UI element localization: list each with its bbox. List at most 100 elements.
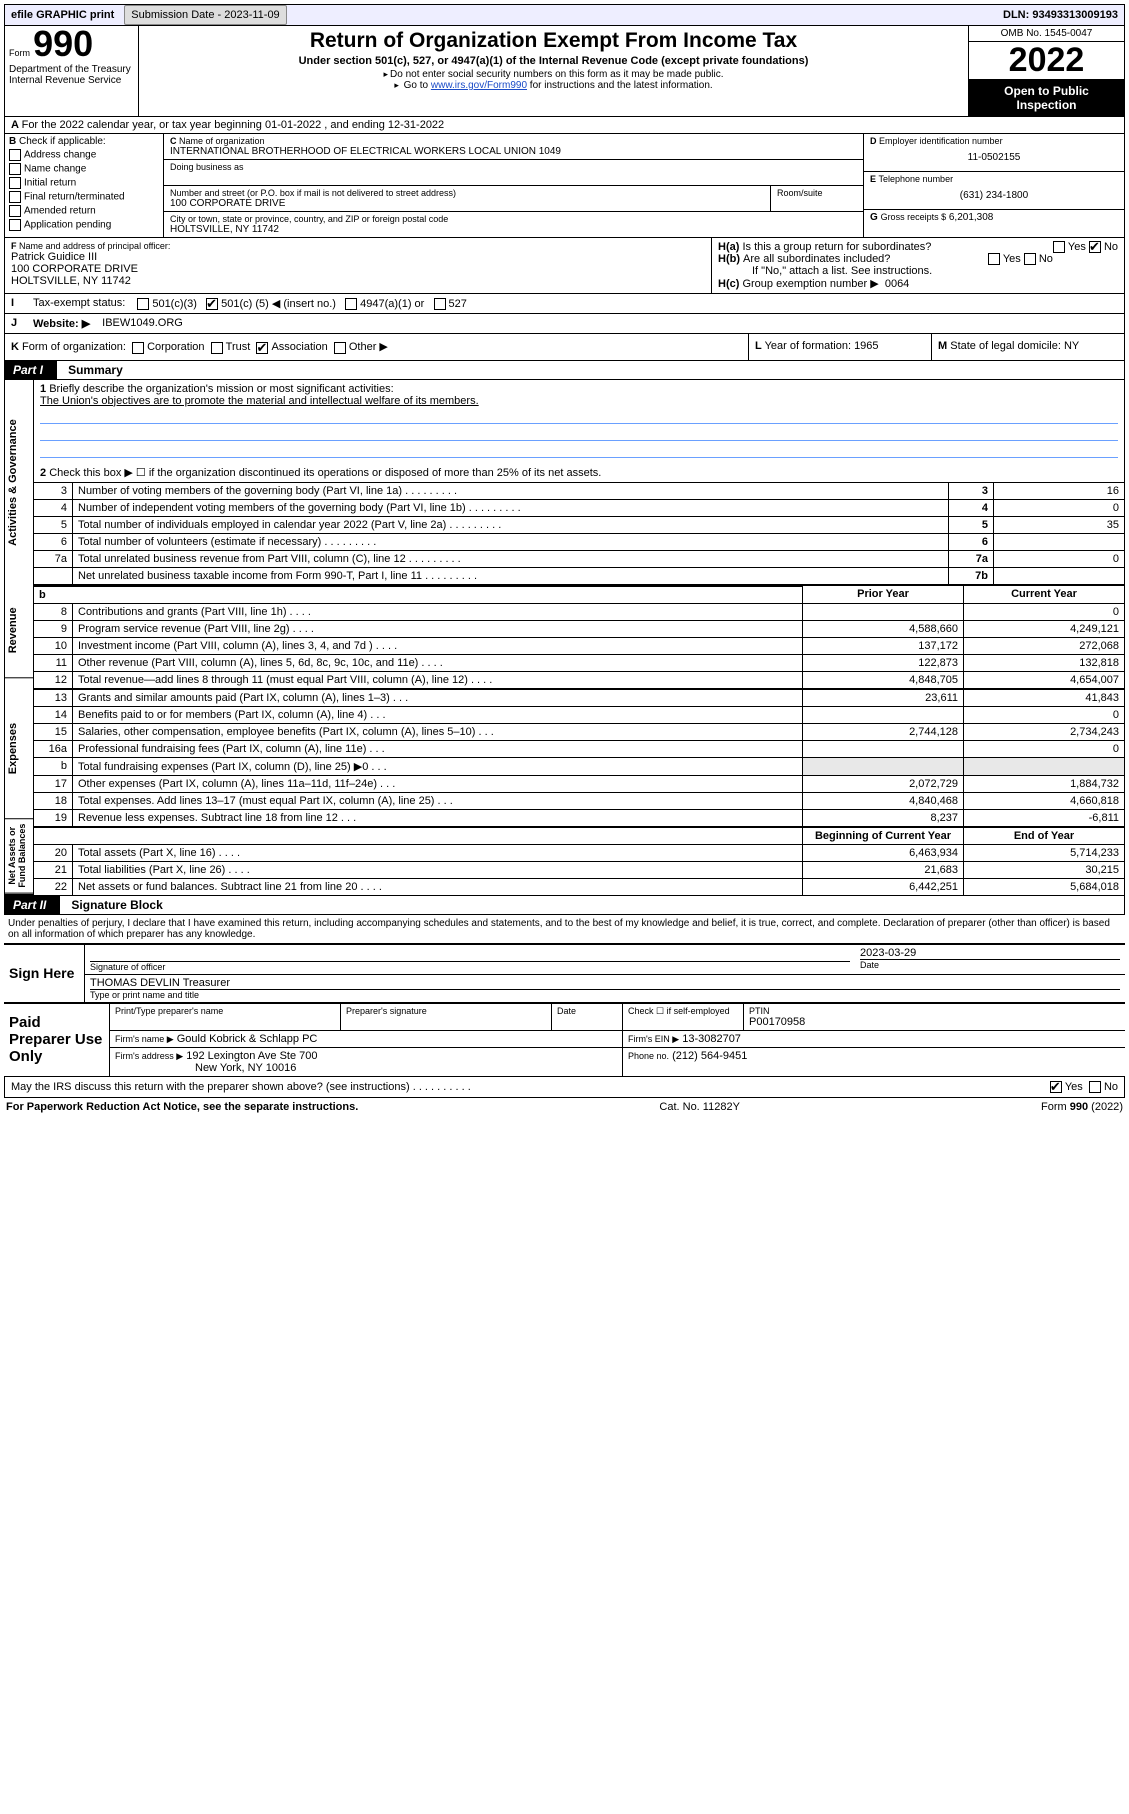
l-lbl: Year of formation: [765, 340, 851, 352]
side-expenses: Expenses [5, 679, 33, 819]
q1: Briefly describe the organization's miss… [49, 383, 393, 395]
l-val: 1965 [854, 340, 878, 352]
cb-address[interactable]: Address change [9, 149, 159, 161]
cb-final[interactable]: Final return/terminated [9, 191, 159, 203]
ein-lbl: Employer identification number [879, 136, 1003, 146]
row-j: J Website: ▶ IBEW1049.ORG [4, 314, 1125, 334]
part1-title: Summary [60, 363, 123, 377]
col-b: B Check if applicable: Address change Na… [5, 134, 164, 237]
room-lbl: Room/suite [777, 188, 857, 198]
cb-name[interactable]: Name change [9, 163, 159, 175]
footer-mid: Cat. No. 11282Y [659, 1101, 740, 1113]
form-subtitle: Under section 501(c), 527, or 4947(a)(1)… [145, 55, 962, 67]
paid-preparer-table: Paid Preparer Use Only Print/Type prepar… [4, 1003, 1125, 1077]
note-goto-post: for instructions and the latest informat… [527, 80, 713, 91]
officer-addr1: 100 CORPORATE DRIVE [11, 263, 705, 275]
sig-officer-lbl: Signature of officer [90, 962, 850, 972]
dba-lbl: Doing business as [170, 162, 857, 172]
ha-text: Is this a group return for subordinates? [742, 241, 931, 253]
officer-line: THOMAS DEVLIN Treasurer [90, 977, 1120, 989]
officer-name: Patrick Guidice III [11, 251, 705, 263]
paid-lbl: Paid Preparer Use Only [4, 1003, 110, 1076]
note-goto-pre: Go to [404, 80, 431, 91]
firm-phone: (212) 564-9451 [672, 1050, 747, 1062]
q2: Check this box ▶ ☐ if the organization d… [49, 467, 601, 479]
f-lbl: Name and address of principal officer: [19, 241, 170, 251]
sign-here-lbl: Sign Here [4, 944, 85, 1002]
revenue-table: b Prior Year Current Year8 Contributions… [34, 585, 1124, 689]
part2-bar: Part II Signature Block [4, 896, 1125, 915]
firm-name: Gould Kobrick & Schlapp PC [177, 1033, 318, 1045]
part1-hdr: Part I [5, 361, 57, 379]
form-label: Form [9, 48, 30, 58]
i-lbl: Tax-exempt status: [27, 294, 131, 313]
row-klm: K Form of organization: Corporation Trus… [4, 334, 1125, 360]
gross-lbl: Gross receipts $ [881, 212, 947, 222]
city-lbl: City or town, state or province, country… [170, 214, 857, 224]
dept-label: Department of the Treasury Internal Reve… [5, 62, 139, 116]
dln-label: DLN: 93493313009193 [997, 6, 1124, 24]
submission-date-button[interactable]: Submission Date - 2023-11-09 [124, 5, 286, 25]
side-net: Net Assets or Fund Balances [5, 819, 33, 894]
q1-ans: The Union's objectives are to promote th… [40, 395, 479, 407]
irs-link[interactable]: www.irs.gov/Form990 [431, 80, 527, 91]
col-c: C Name of organization INTERNATIONAL BRO… [164, 134, 863, 237]
hc-lbl: Group exemption number ▶ [742, 278, 878, 290]
website: IBEW1049.ORG [96, 314, 189, 333]
omb-number: OMB No. 1545-0047 [969, 26, 1124, 42]
top-bar: efile GRAPHIC print Submission Date - 20… [4, 4, 1125, 26]
c-name-lbl: Name of organization [179, 136, 265, 146]
form-header: Form 990 Department of the Treasury Inte… [4, 26, 1125, 117]
declaration: Under penalties of perjury, I declare th… [4, 915, 1125, 944]
j-lbl: Website: ▶ [27, 314, 96, 333]
date-lbl: Date [860, 960, 1120, 970]
tax-year: 2022 [969, 42, 1124, 80]
hc-val: 0064 [885, 278, 909, 290]
governance-table: 3 Number of voting members of the govern… [34, 482, 1124, 585]
form-number: 990 [33, 23, 93, 64]
expenses-table: 13 Grants and similar amounts paid (Part… [34, 689, 1124, 827]
b-label: Check if applicable: [19, 136, 106, 147]
row-i: I Tax-exempt status: 501(c)(3) 501(c) (5… [4, 294, 1125, 314]
hb-text: Are all subordinates included? [743, 253, 890, 265]
org-name: INTERNATIONAL BROTHERHOOD OF ELECTRICAL … [170, 146, 857, 157]
part1-body: Activities & Governance Revenue Expenses… [4, 380, 1125, 896]
side-activities: Activities & Governance [5, 380, 33, 585]
sig-date: 2023-03-29 [860, 947, 1120, 959]
street-lbl: Number and street (or P.O. box if mail i… [170, 188, 764, 198]
note-ssn: Do not enter social security numbers on … [390, 69, 723, 80]
m-val: NY [1064, 340, 1079, 352]
part2-hdr: Part II [5, 896, 60, 914]
firm-ein: 13-3082707 [682, 1033, 741, 1045]
net-table: Beginning of Current Year End of Year20 … [34, 827, 1124, 895]
footer: For Paperwork Reduction Act Notice, see … [4, 1098, 1125, 1116]
phone-lbl: Telephone number [879, 174, 954, 184]
phone: (631) 234-1800 [870, 184, 1118, 207]
form-title: Return of Organization Exempt From Incom… [145, 29, 962, 53]
k-lbl: Form of organization: [22, 341, 126, 353]
identity-grid: B Check if applicable: Address change Na… [4, 134, 1125, 238]
cb-initial[interactable]: Initial return [9, 177, 159, 189]
row-fh: F Name and address of principal officer:… [4, 238, 1125, 294]
row-a: A For the 2022 calendar year, or tax yea… [4, 117, 1125, 134]
row-a-text: For the 2022 calendar year, or tax year … [22, 119, 445, 131]
footer-left: For Paperwork Reduction Act Notice, see … [6, 1101, 358, 1113]
part2-title: Signature Block [63, 898, 162, 912]
cb-pending[interactable]: Application pending [9, 219, 159, 231]
city: HOLTSVILLE, NY 11742 [170, 224, 857, 235]
footer-right: Form 990 (2022) [1041, 1101, 1123, 1113]
part1-bar: Part I Summary [4, 361, 1125, 380]
col-deg: D Employer identification number 11-0502… [863, 134, 1124, 237]
ein: 11-0502155 [870, 146, 1118, 169]
gross-val: 6,201,308 [949, 212, 994, 223]
ptin: P00170958 [749, 1016, 1120, 1028]
type-lbl: Type or print name and title [90, 990, 1120, 1000]
street: 100 CORPORATE DRIVE [170, 198, 764, 209]
cb-amended[interactable]: Amended return [9, 205, 159, 217]
side-revenue: Revenue [5, 584, 33, 678]
firm-addr1: 192 Lexington Ave Ste 700 [186, 1050, 317, 1062]
sign-here-table: Sign Here Signature of officer 2023-03-2… [4, 944, 1125, 1003]
m-lbl: State of legal domicile: [950, 340, 1061, 352]
discuss-row: May the IRS discuss this return with the… [4, 1077, 1125, 1098]
open-public-badge: Open to Public Inspection [969, 80, 1124, 116]
